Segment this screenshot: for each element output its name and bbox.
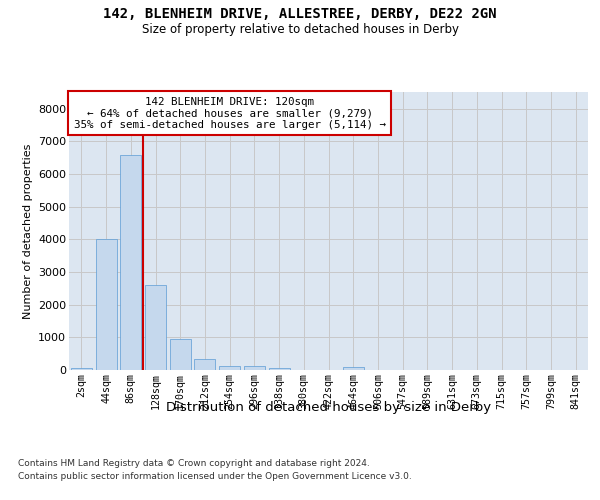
Bar <box>269 368 290 370</box>
Bar <box>343 366 364 370</box>
Bar <box>170 338 191 370</box>
Text: Size of property relative to detached houses in Derby: Size of property relative to detached ho… <box>142 22 458 36</box>
Text: 142 BLENHEIM DRIVE: 120sqm
← 64% of detached houses are smaller (9,279)
35% of s: 142 BLENHEIM DRIVE: 120sqm ← 64% of deta… <box>74 96 386 130</box>
Bar <box>244 366 265 370</box>
Text: Distribution of detached houses by size in Derby: Distribution of detached houses by size … <box>166 401 491 414</box>
Bar <box>120 154 141 370</box>
Text: Contains public sector information licensed under the Open Government Licence v3: Contains public sector information licen… <box>18 472 412 481</box>
Text: Contains HM Land Registry data © Crown copyright and database right 2024.: Contains HM Land Registry data © Crown c… <box>18 458 370 468</box>
Bar <box>145 285 166 370</box>
Bar <box>71 368 92 370</box>
Bar <box>194 359 215 370</box>
Text: 142, BLENHEIM DRIVE, ALLESTREE, DERBY, DE22 2GN: 142, BLENHEIM DRIVE, ALLESTREE, DERBY, D… <box>103 8 497 22</box>
Bar <box>95 240 116 370</box>
Y-axis label: Number of detached properties: Number of detached properties <box>23 144 32 319</box>
Bar <box>219 366 240 370</box>
